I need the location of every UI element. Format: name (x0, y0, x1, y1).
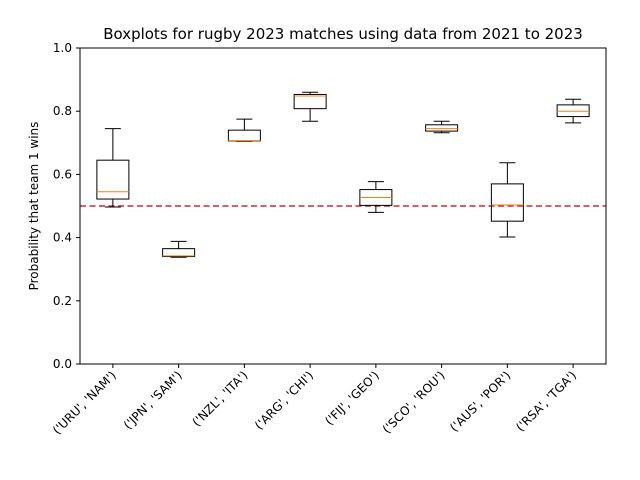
box-iqr (425, 124, 459, 132)
box-4 (359, 181, 393, 213)
x-tick-label: ('ARG', 'CHI') (252, 368, 316, 432)
y-tick-label: 0.0 (53, 357, 72, 371)
axes-frame (79, 47, 607, 365)
box-iqr (293, 93, 327, 110)
y-axis-label: Probability that team 1 wins (27, 122, 41, 291)
box-iqr (162, 248, 196, 258)
x-tick-label: ('URU', 'NAM') (50, 368, 119, 437)
y-tick-label: 0.2 (53, 294, 72, 308)
x-tick-label: ('AUS', 'POR') (447, 368, 513, 434)
y-tick-label: 1.0 (53, 41, 72, 55)
chart-title: Boxplots for rugby 2023 matches using da… (103, 25, 583, 43)
plot-area: 0.0 0.2 0.4 0.6 0.8 1.0 ('URU', 'NAM') ('JPN', … (50, 41, 607, 437)
y-tick-label: 0.6 (53, 167, 72, 181)
box-7 (556, 98, 590, 124)
y-tick-label: 0.8 (53, 104, 72, 118)
box-0 (96, 128, 130, 208)
box-1 (162, 240, 196, 258)
box-iqr (490, 183, 524, 222)
box-2 (227, 118, 261, 142)
box-3 (293, 91, 327, 122)
x-tick-label: ('RSA', 'TGA') (513, 368, 579, 434)
x-tick-label: ('FIJ', 'GEO') (322, 368, 382, 428)
box-iqr (96, 159, 130, 200)
box-iqr (227, 129, 261, 142)
x-tick-label: ('SCO', 'ROU') (380, 368, 448, 436)
y-tick-label: 0.4 (53, 231, 72, 245)
box-5 (425, 120, 459, 134)
box-6 (490, 162, 524, 238)
x-tick-label: ('NZL', 'ITA') (190, 368, 251, 429)
x-tick-label: ('JPN', 'SAM') (121, 368, 185, 432)
